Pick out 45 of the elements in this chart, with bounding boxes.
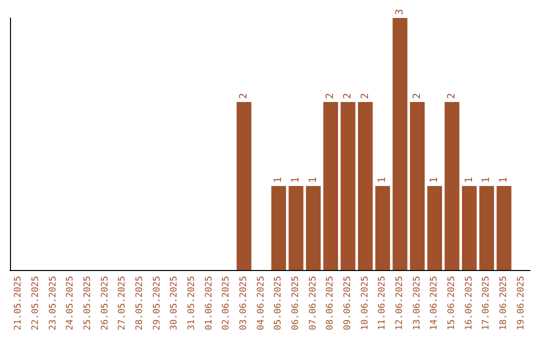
x-tick-label: 01.06.2025 xyxy=(204,276,214,330)
x-tick-label: 18.06.2025 xyxy=(499,276,509,330)
data-label: 2 xyxy=(342,92,354,99)
data-label: 1 xyxy=(498,176,510,183)
x-tick-label: 16.06.2025 xyxy=(464,276,474,330)
x-tick-label: 22.05.2025 xyxy=(31,276,41,330)
x-tick-label: 14.06.2025 xyxy=(430,276,440,330)
data-label: 1 xyxy=(464,176,475,183)
x-tick-label: 11.06.2025 xyxy=(378,276,388,330)
x-tick-label: 19.06.2025 xyxy=(516,276,526,330)
data-label: 2 xyxy=(360,92,371,99)
x-tick-label: 17.06.2025 xyxy=(482,276,492,330)
data-label: 1 xyxy=(481,176,492,183)
data-label: 1 xyxy=(429,176,440,183)
x-tick-label: 24.05.2025 xyxy=(66,276,76,330)
x-tick-label: 26.05.2025 xyxy=(100,276,110,330)
data-label: 1 xyxy=(273,176,284,183)
x-tick-label: 02.06.2025 xyxy=(222,276,232,330)
x-tick-label: 03.06.2025 xyxy=(239,276,249,330)
x-tick-label: 10.06.2025 xyxy=(360,276,370,330)
data-label: 1 xyxy=(290,176,302,183)
x-tick-label: 30.05.2025 xyxy=(170,276,180,330)
x-tick-label: 05.06.2025 xyxy=(274,276,284,330)
x-tick-label: 12.06.2025 xyxy=(395,276,405,330)
x-tick-label: 06.06.2025 xyxy=(291,276,301,330)
data-label: 1 xyxy=(377,176,388,183)
data-label: 2 xyxy=(412,92,423,99)
data-label: 2 xyxy=(238,92,250,99)
x-tick-label: 25.05.2025 xyxy=(83,276,93,330)
data-label: 1 xyxy=(308,176,319,183)
x-tick-label: 09.06.2025 xyxy=(343,276,353,330)
data-label: 3 xyxy=(394,8,406,15)
x-tick-label: 27.05.2025 xyxy=(118,276,128,330)
x-tick-label: 21.05.2025 xyxy=(14,276,24,330)
x-tick-label: 31.05.2025 xyxy=(187,276,197,330)
x-tick-label: 04.06.2025 xyxy=(256,276,266,330)
data-label: 2 xyxy=(325,92,336,99)
x-tick-label: 23.05.2025 xyxy=(48,276,58,330)
x-tick-label: 29.05.2025 xyxy=(152,276,162,330)
x-tick-label: 08.06.2025 xyxy=(326,276,336,330)
data-label: 2 xyxy=(446,92,458,99)
x-tick-label: 15.06.2025 xyxy=(447,276,457,330)
x-tick-label: 28.05.2025 xyxy=(135,276,145,330)
x-tick-label: 13.06.2025 xyxy=(412,276,422,330)
x-tick-label: 07.06.2025 xyxy=(308,276,318,330)
